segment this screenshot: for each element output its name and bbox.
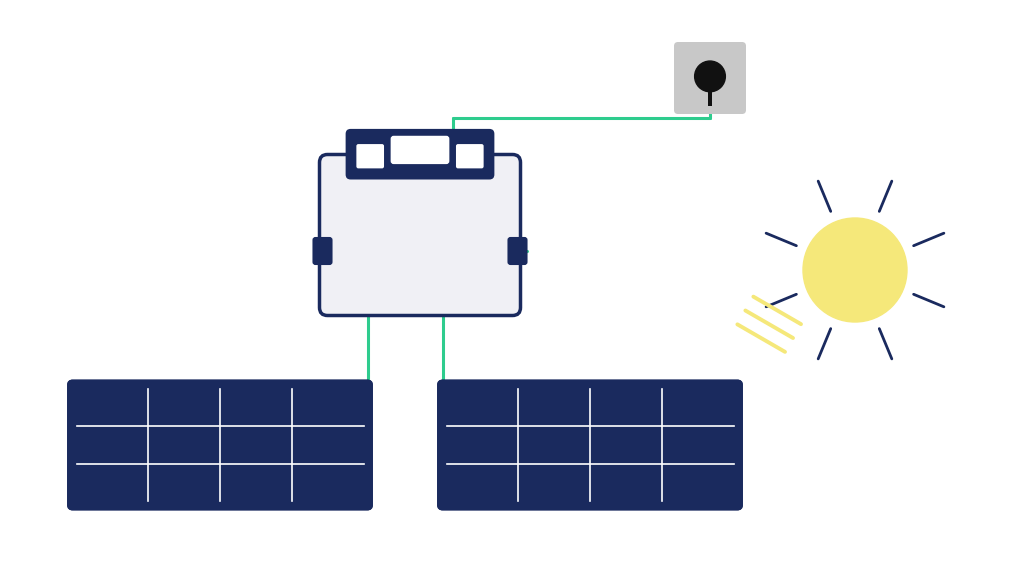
FancyBboxPatch shape: [456, 144, 483, 168]
Circle shape: [694, 61, 725, 92]
FancyBboxPatch shape: [674, 42, 746, 114]
Bar: [708, 89, 712, 106]
FancyBboxPatch shape: [346, 129, 495, 180]
FancyBboxPatch shape: [390, 136, 450, 164]
Circle shape: [803, 218, 907, 322]
FancyBboxPatch shape: [319, 154, 520, 316]
FancyBboxPatch shape: [438, 381, 741, 509]
FancyBboxPatch shape: [356, 144, 384, 168]
FancyBboxPatch shape: [509, 238, 526, 264]
FancyBboxPatch shape: [313, 238, 332, 264]
FancyBboxPatch shape: [69, 381, 372, 509]
